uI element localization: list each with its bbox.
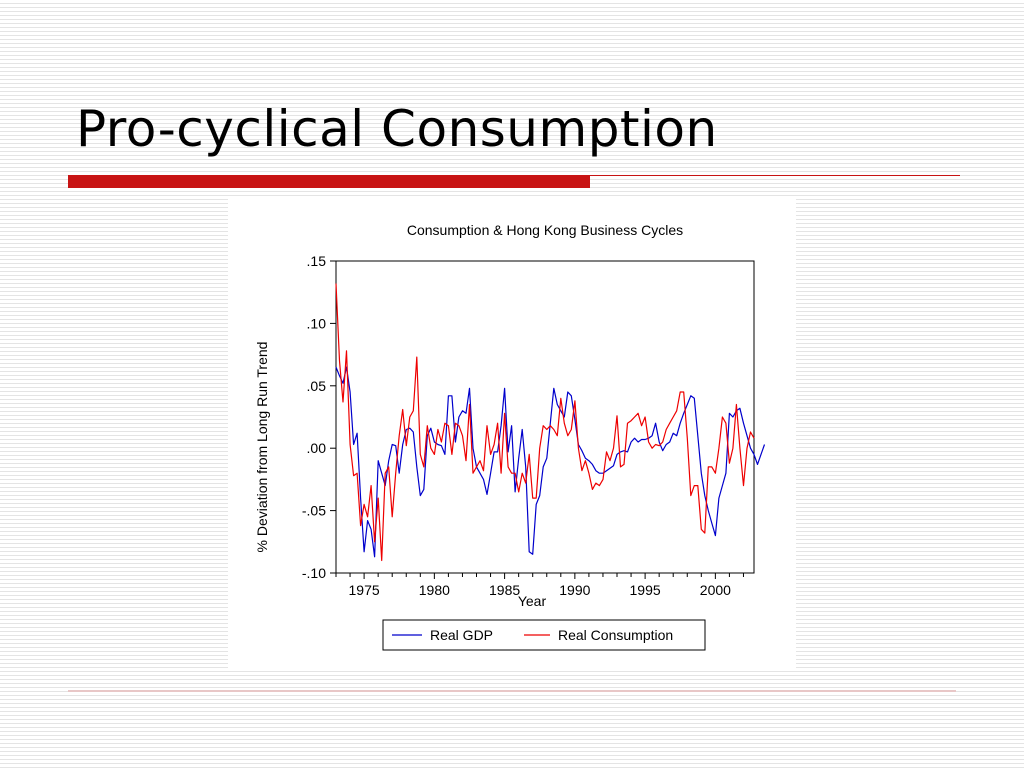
y-tick-label: .00 — [307, 440, 327, 456]
y-axis-label: % Deviation from Long Run Trend — [254, 342, 270, 553]
x-tick-label: 2000 — [700, 582, 731, 598]
slide-title: Pro-cyclical Consumption — [76, 100, 718, 158]
chart-title: Consumption & Hong Kong Business Cycles — [407, 222, 683, 238]
legend: Real GDP Real Consumption — [382, 619, 706, 651]
series-line-real-consumption — [335, 283, 755, 562]
plot-frame — [335, 260, 755, 574]
business-cycle-line-chart: Consumption & Hong Kong Business Cycles … — [254, 222, 766, 651]
legend-label: Real GDP — [430, 627, 493, 643]
x-tick-label: 1995 — [630, 582, 661, 598]
legend-label: Real Consumption — [558, 627, 673, 643]
chart-panel: Consumption & Hong Kong Business Cycles … — [228, 197, 796, 670]
axis-ticks: .15 .10 .05 .00 -.05 -.10 1975 1980 1985 1990 1995… — [302, 253, 744, 598]
title-underline-thick — [68, 175, 590, 188]
x-tick-label: 1980 — [419, 582, 450, 598]
x-axis-label: Year — [518, 593, 547, 609]
series-lines — [335, 283, 766, 562]
x-tick-label: 1985 — [489, 582, 520, 598]
series-line-real-gdp — [335, 366, 766, 558]
y-tick-label: -.10 — [302, 565, 326, 581]
y-tick-label: .15 — [307, 253, 327, 269]
y-tick-label: .05 — [307, 378, 327, 394]
bottom-divider — [68, 690, 956, 692]
x-tick-label: 1975 — [349, 582, 380, 598]
y-tick-label: .10 — [307, 315, 327, 331]
y-tick-label: -.05 — [302, 503, 326, 519]
x-tick-label: 1990 — [559, 582, 590, 598]
